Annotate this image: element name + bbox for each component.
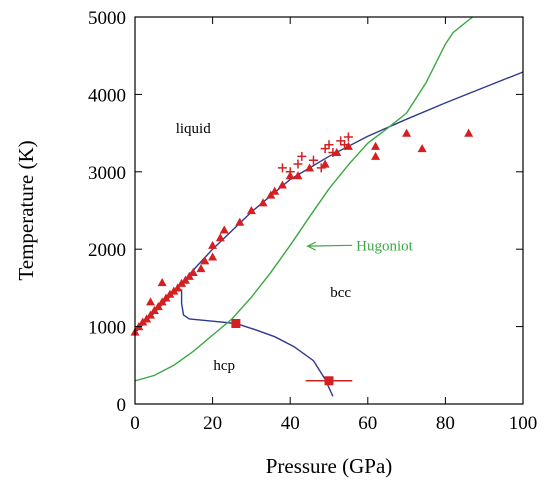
plus-point	[277, 163, 287, 173]
y-tick-label: 4000	[88, 85, 126, 106]
y-tick-label: 1000	[88, 318, 126, 339]
region-label: bcc	[330, 285, 351, 301]
triangle-point	[153, 301, 163, 311]
x-tick-label: 20	[203, 413, 222, 434]
square-point	[324, 376, 334, 386]
triangle-point	[173, 283, 183, 292]
plot-frame	[134, 16, 524, 405]
triangle-point	[200, 256, 210, 265]
hugoniot-label: Hugoniot	[356, 238, 414, 254]
plus-point	[297, 151, 307, 161]
triangle-point	[235, 217, 245, 226]
y-tick-label: 2000	[88, 240, 126, 261]
plus-point	[316, 163, 326, 173]
x-tick-label: 60	[358, 413, 377, 434]
region-label: hcp	[213, 358, 235, 374]
triangle-point	[371, 151, 381, 160]
curves-layer	[135, 17, 523, 397]
plus-point	[308, 155, 318, 165]
plus-point	[340, 140, 350, 150]
markers-layer	[130, 128, 474, 386]
triangle-point	[371, 141, 381, 150]
plus-point	[285, 167, 295, 177]
plus-point	[328, 147, 338, 157]
y-tick-label: 5000	[88, 8, 126, 29]
triangle-point	[215, 233, 225, 242]
region-label: liquid	[176, 121, 212, 137]
triangle-point	[146, 297, 156, 306]
plus-point	[336, 136, 346, 146]
triangle-point	[219, 225, 229, 234]
hugoniot-arrowhead	[306, 241, 316, 251]
y-tick-label: 3000	[88, 163, 126, 184]
triangle-point	[464, 128, 474, 137]
triangle-point	[402, 128, 412, 137]
y-axis-title: Temperature (K)	[14, 140, 38, 280]
x-tick-label: 0	[130, 413, 140, 434]
triangle-point	[208, 240, 218, 249]
hugoniot-arrow	[307, 244, 353, 247]
y-tick-label: 0	[117, 395, 127, 416]
labels-layer: liquid bcc hcp Hugoniot	[176, 121, 414, 374]
square-point	[231, 319, 241, 329]
series-1-line	[180, 289, 334, 397]
plus-point	[324, 140, 334, 150]
plus-point	[293, 159, 303, 169]
triangle-point	[196, 264, 206, 273]
plus-point	[343, 132, 353, 142]
x-axis-title: Pressure (GPa)	[266, 454, 393, 478]
triangle-point	[320, 159, 330, 168]
series-2-line	[135, 17, 474, 382]
triangle-point	[270, 186, 280, 195]
x-tick-label: 80	[436, 413, 455, 434]
triangle-point	[146, 310, 156, 319]
triangle-point	[343, 141, 353, 150]
triangle-point	[258, 198, 268, 207]
series-0-line	[135, 71, 523, 334]
x-tick-label: 40	[281, 413, 300, 434]
triangle-point	[208, 252, 218, 261]
triangle-point	[293, 171, 303, 180]
triangle-point	[417, 144, 427, 153]
plus-point	[320, 144, 330, 154]
x-tick-label: 100	[509, 413, 538, 434]
triangle-point	[188, 267, 198, 277]
triangle-point	[157, 277, 167, 287]
triangle-point	[277, 180, 287, 189]
triangle-point	[246, 206, 256, 215]
triangle-point	[305, 163, 315, 172]
